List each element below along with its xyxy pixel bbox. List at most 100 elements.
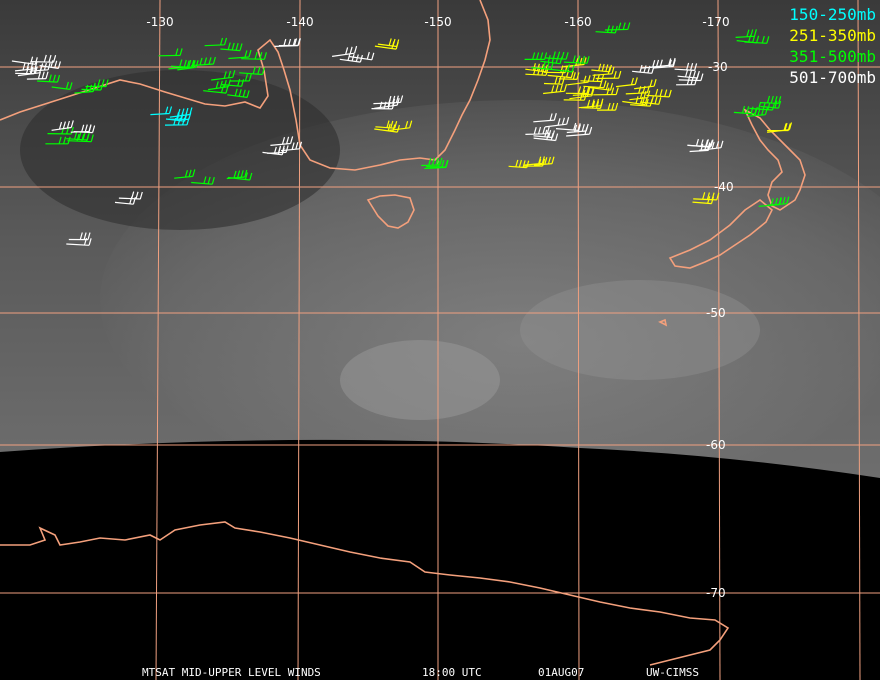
wind-barb (68, 232, 91, 241)
cloud-band (520, 280, 760, 380)
wind-barb (629, 90, 651, 101)
longitude-label: -170 (702, 15, 729, 29)
wind-barb (558, 72, 580, 80)
footer-date: 01AUG07 (538, 666, 584, 679)
wind-barb (280, 141, 303, 152)
wind-barb (595, 70, 622, 80)
wind-barb (540, 55, 563, 65)
latitude-label: -60 (706, 438, 726, 452)
wind-barb (424, 160, 449, 170)
wind-barb (150, 106, 173, 116)
wind-barb (567, 75, 591, 86)
wind-barb (597, 102, 619, 111)
wind-barb (565, 86, 590, 95)
wind-barb (191, 176, 215, 185)
wind-barb (543, 84, 568, 95)
wind-barb (545, 117, 570, 128)
wind-barb (349, 51, 375, 61)
wind-barb (227, 172, 253, 181)
wind-barb (543, 76, 565, 85)
wind-barb (278, 38, 301, 47)
new-zealand-south (668, 199, 773, 269)
wind-barb (563, 55, 590, 64)
wind-barb (533, 132, 559, 142)
wind-barb (118, 191, 143, 200)
wind-barb (632, 64, 655, 74)
wind-barb (563, 93, 587, 101)
footer: MTSAT MID-UPPER LEVEL WINDS 18:00 UTC 01… (142, 666, 699, 679)
latitude-label: -70 (706, 586, 726, 600)
wind-barb (191, 56, 216, 67)
wind-barb (523, 158, 546, 167)
wind-barb (29, 62, 51, 72)
meridian (717, 0, 721, 680)
wind-barb (267, 145, 289, 154)
footer-product: MTSAT MID-UPPER LEVEL WINDS (142, 666, 321, 679)
antarctica-coast (0, 521, 730, 666)
dry-region (20, 70, 340, 230)
wind-barb (177, 60, 199, 71)
wind-barb (26, 71, 49, 80)
wind-barb (692, 196, 715, 205)
wind-barb (646, 88, 672, 98)
wind-barb (548, 64, 575, 73)
meridian (155, 0, 161, 680)
wind-barb (74, 84, 96, 94)
wind-barb (220, 42, 243, 52)
wind-barb (676, 77, 698, 86)
wind-barb (204, 37, 228, 47)
legend: 150-250mb 251-350mb 351-500mb 501-700mb (789, 5, 876, 87)
wind-barb (674, 62, 698, 71)
legend-entry: 251-350mb (789, 26, 876, 45)
wind-barb (533, 129, 555, 139)
wind-barb (544, 51, 569, 60)
wind-barb (227, 88, 250, 98)
wind-barb (641, 59, 663, 69)
wind-barb (241, 51, 267, 60)
legend-entry: 501-700mb (789, 68, 876, 87)
wind-barb (169, 107, 193, 118)
wind-barb (525, 67, 549, 76)
wind-barb (593, 87, 619, 96)
wind-barb (689, 143, 711, 153)
wind-barb (578, 98, 604, 109)
longitude-label: -150 (424, 15, 451, 29)
wind-barb (421, 157, 443, 167)
wind-barb (37, 74, 61, 83)
wind-barb (14, 61, 38, 72)
wind-barb (239, 66, 265, 76)
wind-barb (615, 77, 638, 88)
latitude-label: -40 (714, 180, 734, 194)
grid-labels: -130 -140 -150 -160 -170 -30 -40 -50 -60… (146, 15, 733, 600)
wind-barb (164, 117, 190, 126)
wind-barb (45, 136, 71, 145)
footer-source: UW-CIMSS (646, 666, 699, 679)
wind-barb (595, 25, 618, 34)
wind-barb (640, 96, 662, 105)
footer-time: 18:00 UTC (422, 666, 482, 679)
island (658, 318, 668, 327)
wind-barb (226, 169, 248, 180)
wind-barb (66, 237, 92, 246)
wind-barb (749, 101, 776, 111)
wind-barb (531, 61, 554, 70)
wind-barb (693, 192, 720, 201)
wind-barb (208, 79, 231, 91)
wind-barb (524, 52, 548, 60)
wind-barb (746, 107, 768, 117)
wind-barb (47, 126, 74, 135)
coastlines (0, 0, 806, 666)
wind-barb (374, 98, 400, 109)
wind-barb (11, 56, 38, 65)
wind-barb (51, 120, 74, 131)
cloud-swirl (340, 340, 500, 420)
tasmania-coast (366, 194, 415, 229)
wind-barb (15, 66, 37, 75)
wind-barb (650, 57, 676, 68)
no-data-area (0, 439, 880, 680)
latitude-label: -30 (708, 60, 728, 74)
longitude-label: -130 (146, 15, 173, 29)
wind-barb (67, 133, 94, 143)
wind-barb (270, 136, 294, 146)
